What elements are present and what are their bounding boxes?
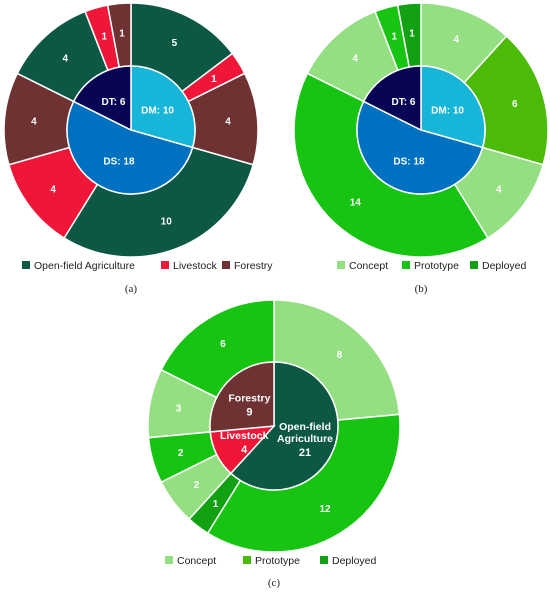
legend-swatch-0: [165, 556, 173, 564]
inner-slice-label-2: DT: 6: [392, 97, 416, 108]
outer-slice-label-3: 14: [350, 198, 362, 209]
outer-slice-label-1: 6: [512, 99, 518, 110]
inner-slice-0: [420, 65, 486, 149]
legend-swatch-1: [402, 261, 410, 269]
inner-slice-label-1: DS: 18: [393, 157, 425, 168]
outer-slice-label-7: 1: [102, 32, 108, 43]
outer-slice-label-0: 4: [453, 35, 459, 46]
inner-slice-label-2: DT: 6: [102, 97, 126, 108]
inner-slice-label-1: Livestock: [220, 430, 269, 442]
legend-swatch-2: [470, 261, 478, 269]
inner-slice-value-0: 21: [299, 447, 311, 459]
inner-slice-0: [229, 361, 339, 491]
legend-swatch-2: [320, 556, 328, 564]
panel-label: (c): [268, 577, 281, 589]
legend-label-0: Concept: [177, 555, 216, 567]
legend-label-2: Forestry: [234, 260, 273, 272]
inner-slice-2: [72, 65, 132, 132]
outer-slice-label-1: 12: [320, 504, 332, 515]
legend-swatch-0: [22, 261, 30, 269]
inner-slice-1: [356, 100, 484, 195]
outer-slice-label-2: 1: [213, 499, 219, 510]
legend-label-0: Open-field Agriculture: [34, 260, 135, 272]
legend-label-2: Deployed: [332, 555, 377, 567]
inner-slice-label-0: DM: 10: [141, 105, 174, 116]
inner-slice-label-0: DM: 10: [431, 105, 464, 116]
inner-slice-2: [209, 361, 275, 433]
outer-slice-label-5: 1: [392, 32, 398, 43]
inner-slice-label-2: Forestry: [228, 393, 270, 405]
outer-slice-label-5: 3: [176, 404, 182, 415]
legend-label-2: Deployed: [482, 260, 527, 272]
outer-slice-label-6: 1: [409, 28, 415, 39]
legend-swatch-2: [222, 261, 230, 269]
legend-label-1: Livestock: [173, 260, 218, 272]
outer-slice-label-5: 4: [31, 117, 37, 128]
outer-slice-label-3: 2: [194, 480, 200, 491]
inner-slice-label-1: DS: 18: [103, 157, 135, 168]
inner-slice-value-2: 9: [246, 407, 252, 419]
inner-slice-1: [66, 100, 194, 195]
legend-label-1: Prototype: [255, 555, 300, 567]
legend-swatch-1: [161, 261, 169, 269]
outer-slice-label-6: 6: [220, 339, 226, 350]
legend-swatch-0: [337, 261, 345, 269]
outer-slice-label-0: 8: [337, 350, 343, 361]
outer-slice-label-8: 1: [119, 28, 125, 39]
outer-slice-label-4: 4: [50, 184, 56, 195]
outer-slice-label-1: 1: [211, 74, 217, 85]
outer-slice-label-4: 2: [178, 448, 184, 459]
legend-label-0: Concept: [349, 260, 388, 272]
panel-label: (a): [125, 283, 138, 295]
outer-slice-label-2: 4: [496, 184, 502, 195]
outer-slice-label-2: 4: [225, 117, 231, 128]
inner-slice-label-0: Open-field Agriculture: [277, 421, 333, 445]
outer-slice-label-3: 10: [161, 216, 173, 227]
legend-label-1: Prototype: [414, 260, 459, 272]
inner-slice-value-1: 4: [241, 444, 248, 456]
legend-swatch-1: [243, 556, 251, 564]
panel-label: (b): [415, 283, 428, 295]
outer-slice-label-6: 4: [63, 53, 69, 64]
inner-slice-0: [130, 65, 196, 149]
inner-slice-2: [362, 65, 422, 132]
panel-b: 4 6 4 14 4 1 1 DM: 10 DS: 18 DT: 6 Concept Prototyp…: [293, 2, 549, 295]
outer-slice-label-4: 4: [353, 53, 359, 64]
outer-slice-label-0: 5: [172, 38, 178, 49]
